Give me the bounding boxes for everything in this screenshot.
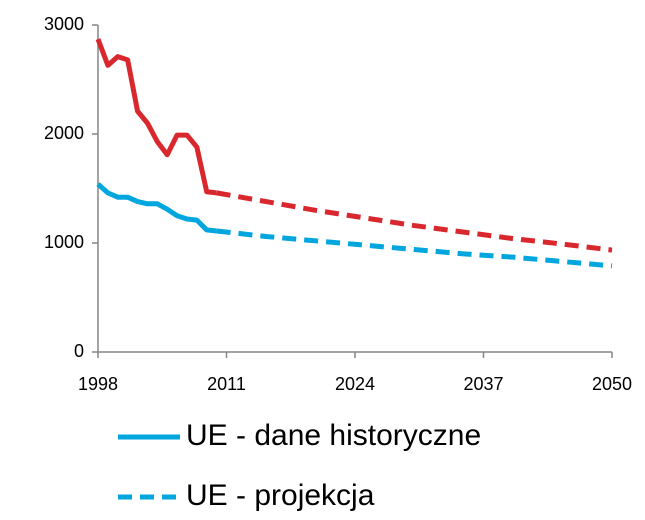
line-series <box>216 228 613 269</box>
line-series <box>95 38 217 196</box>
y-tick-label: 1000 <box>44 232 84 252</box>
y-tick-label: 0 <box>74 341 84 361</box>
x-tick-label: 1998 <box>78 374 118 394</box>
legend-label: UE - dane historyczne <box>186 419 481 452</box>
line-series <box>96 182 217 234</box>
x-tick-label: 2011 <box>207 374 246 394</box>
x-tick-label: 2037 <box>463 374 503 394</box>
y-tick-label: 2000 <box>44 123 84 143</box>
x-tick-label: 2024 <box>335 374 375 394</box>
line-series <box>216 190 613 253</box>
x-tick-label: 2050 <box>592 374 632 394</box>
legend-label: UE - projekcja <box>186 479 375 512</box>
y-tick-label: 3000 <box>44 14 84 34</box>
